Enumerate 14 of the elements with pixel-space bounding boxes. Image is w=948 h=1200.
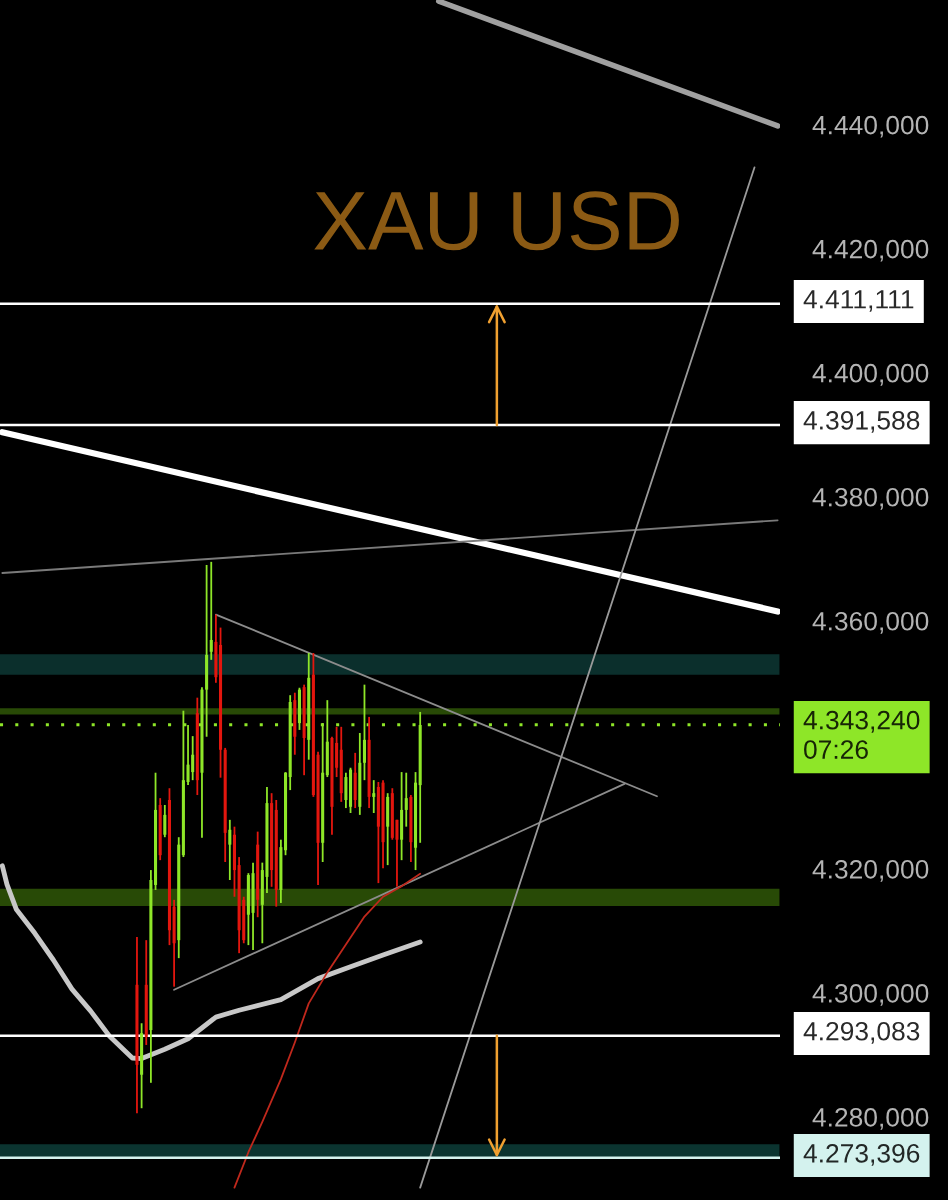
y-tick-label: 4.400,000 — [812, 363, 929, 386]
y-tick-label: 4.440,000 — [812, 115, 929, 138]
y-tick-label: 4.380,000 — [812, 487, 929, 510]
y-tick-label: 4.320,000 — [812, 859, 929, 882]
ref-line-label: 4.391,588 — [803, 410, 920, 433]
y-tick-label: 4.280,000 — [812, 1108, 929, 1130]
ref-line-label: 4.293,083 — [803, 1021, 920, 1044]
y-tick-label: 4.420,000 — [812, 239, 929, 262]
ref-line-label: 4.343,240 07:26 — [803, 710, 920, 759]
y-tick-label: 4.360,000 — [812, 611, 929, 634]
ref-line-label: 4.273,396 — [803, 1143, 920, 1166]
y-tick-label: 4.300,000 — [812, 984, 929, 1006]
text: XAU USD — [314, 191, 679, 251]
ref-line-label: 4.411,111 — [803, 290, 914, 312]
